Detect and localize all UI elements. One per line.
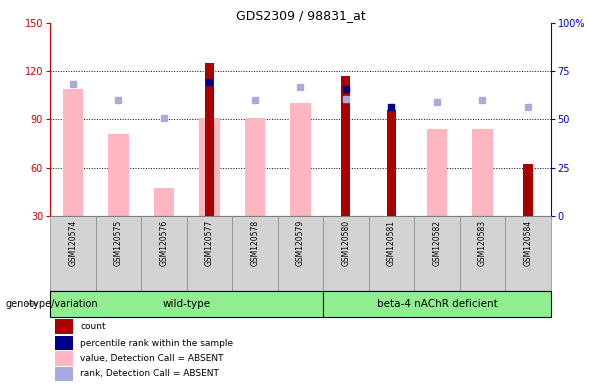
Text: GSM120576: GSM120576 (160, 220, 168, 266)
Bar (108, 134, 128, 216)
Text: GSM120578: GSM120578 (250, 220, 259, 266)
Bar (426, 129, 447, 216)
Bar (55, 351, 72, 366)
Bar (95, 216, 141, 291)
Bar (205, 63, 214, 216)
Bar (55, 366, 72, 381)
Bar (387, 110, 396, 216)
Bar (414, 216, 459, 291)
Text: GSM120581: GSM120581 (387, 220, 396, 266)
Bar (342, 76, 350, 216)
Bar (505, 216, 551, 291)
Text: GSM120582: GSM120582 (432, 220, 441, 266)
Bar (50, 291, 323, 317)
Bar (524, 164, 532, 216)
Bar (141, 216, 187, 291)
Bar (290, 103, 310, 216)
Text: genotype/variation: genotype/variation (6, 299, 98, 309)
Bar (323, 216, 369, 291)
Text: rank, Detection Call = ABSENT: rank, Detection Call = ABSENT (80, 369, 219, 378)
Bar (55, 336, 72, 351)
Text: wild-type: wild-type (163, 299, 211, 309)
Bar (472, 129, 492, 216)
Bar (187, 216, 232, 291)
Bar (50, 216, 95, 291)
Bar (369, 216, 414, 291)
Text: percentile rank within the sample: percentile rank within the sample (80, 339, 233, 348)
Text: GSM120579: GSM120579 (296, 220, 305, 266)
Text: GSM120583: GSM120583 (478, 220, 487, 266)
Text: GSM120574: GSM120574 (68, 220, 77, 266)
Text: GSM120575: GSM120575 (114, 220, 123, 266)
Text: beta-4 nAChR deficient: beta-4 nAChR deficient (376, 299, 497, 309)
Text: GSM120584: GSM120584 (524, 220, 532, 266)
Bar (199, 118, 220, 216)
Bar (154, 189, 174, 216)
Bar (232, 216, 277, 291)
Bar (277, 216, 323, 291)
Title: GDS2309 / 98831_at: GDS2309 / 98831_at (236, 9, 365, 22)
Text: count: count (80, 323, 106, 331)
Text: value, Detection Call = ABSENT: value, Detection Call = ABSENT (80, 354, 224, 363)
Bar (62, 89, 83, 216)
Bar (459, 216, 505, 291)
Bar (323, 291, 551, 317)
Bar (55, 319, 72, 334)
Text: GSM120580: GSM120580 (342, 220, 350, 266)
Text: GSM120577: GSM120577 (205, 220, 214, 266)
Bar (244, 118, 265, 216)
